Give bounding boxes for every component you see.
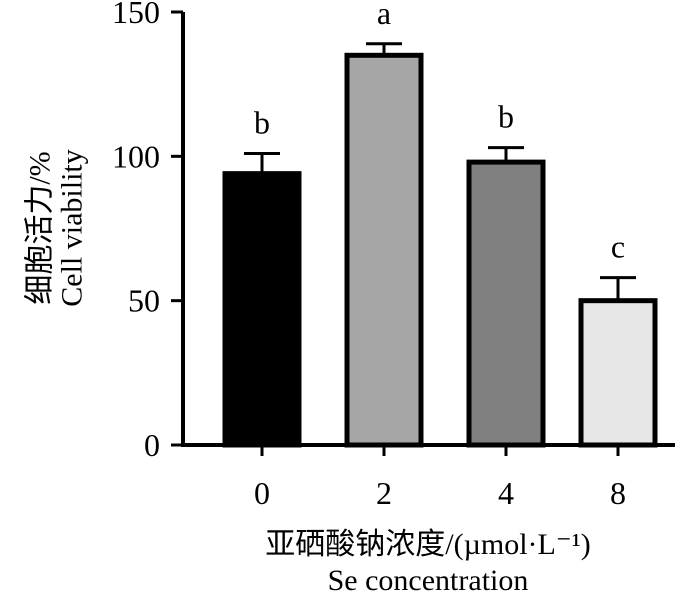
- x-tick-label-8: 8: [610, 475, 626, 511]
- significance-labels-layer: b a b c: [254, 0, 625, 265]
- y-tick-label-0: 0: [144, 427, 160, 463]
- significance-label-2: a: [377, 0, 391, 31]
- significance-label-4: b: [498, 99, 514, 135]
- significance-label-8: c: [611, 229, 625, 265]
- bar-8: [578, 298, 658, 448]
- y-axis-label-english: Cell viability: [56, 149, 89, 307]
- y-tick-label-100: 100: [112, 138, 160, 174]
- bars-layer: [222, 52, 658, 448]
- error-bar-4: [488, 146, 524, 163]
- x-axis-label-english: Se concentration: [328, 564, 529, 597]
- y-ticks-layer: 0 50 100 150: [112, 0, 183, 463]
- bar-0: [222, 171, 302, 448]
- y-tick-label-150: 150: [112, 0, 160, 30]
- significance-label-0: b: [254, 104, 270, 140]
- x-tick-label-4: 4: [498, 475, 514, 511]
- error-bars-layer: [244, 42, 636, 301]
- bar-2: [344, 52, 424, 448]
- x-tick-label-2: 2: [376, 475, 392, 511]
- error-bar-2: [366, 42, 402, 56]
- y-tick-label-50: 50: [128, 283, 160, 319]
- x-tick-label-0: 0: [254, 475, 270, 511]
- bar-4: [466, 159, 546, 448]
- y-axis-label-chinese: 细胞活力/%: [24, 151, 57, 304]
- x-axis-label-chinese: 亚硒酸钠浓度/(µmol·L⁻¹): [265, 528, 590, 561]
- error-bar-8: [600, 276, 636, 301]
- error-bar-0: [244, 151, 280, 174]
- x-ticks-layer: 0 2 4 8: [254, 445, 626, 511]
